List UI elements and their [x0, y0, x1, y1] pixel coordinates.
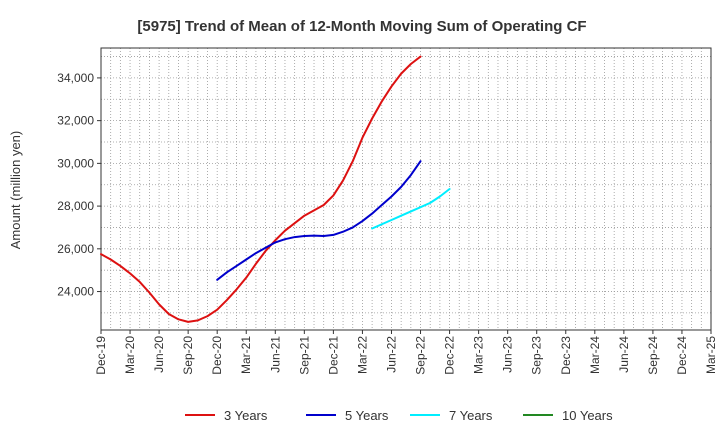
x-tick-label: Mar-22 — [355, 336, 369, 374]
plot-area — [100, 47, 712, 331]
x-tick-label: Dec-19 — [94, 336, 108, 375]
legend-label: 10 Years — [562, 408, 613, 423]
chart-title: [5975] Trend of Mean of 12-Month Moving … — [137, 18, 586, 35]
series-line-3-years — [100, 55, 422, 323]
x-tick-label: Mar-23 — [472, 336, 486, 374]
legend: 3 Years 5 Years 7 Years 10 Years — [185, 408, 613, 423]
x-tick-label: Dec-20 — [210, 336, 224, 375]
x-axis: Dec-19 Mar-20 Jun-20 Sep-20 Dec-20 Mar-21 Jun-… — [94, 330, 718, 375]
x-tick-label: Sep-21 — [297, 336, 311, 375]
x-tick-label: Jun-22 — [384, 336, 398, 373]
x-tick-label: Sep-22 — [414, 336, 428, 375]
x-tick-label: Mar-20 — [123, 336, 137, 374]
x-tick-label: Dec-24 — [675, 336, 689, 375]
x-tick-label: Mar-24 — [588, 336, 602, 374]
y-tick-label: 34,000 — [57, 71, 94, 85]
x-tick-label: Dec-21 — [326, 336, 340, 375]
y-axis-label: Amount (million yen) — [8, 131, 23, 250]
legend-label: 3 Years — [224, 408, 268, 423]
x-tick-label: Dec-22 — [443, 336, 457, 375]
x-tick-label: Dec-23 — [559, 336, 573, 375]
x-tick-label: Jun-24 — [617, 336, 631, 373]
y-tick-label: 28,000 — [57, 199, 94, 213]
series-line-7-years — [371, 188, 451, 230]
y-tick-label: 26,000 — [57, 242, 94, 256]
x-tick-label: Jun-23 — [501, 336, 515, 373]
series-group — [100, 55, 451, 323]
legend-label: 5 Years — [345, 408, 389, 423]
x-tick-label: Sep-20 — [181, 336, 195, 375]
x-tick-label: Jun-21 — [268, 336, 282, 373]
grid — [100, 48, 712, 330]
y-tick-label: 30,000 — [57, 156, 94, 170]
legend-label: 7 Years — [449, 408, 493, 423]
y-tick-label: 32,000 — [57, 114, 94, 128]
y-tick-label: 24,000 — [57, 285, 94, 299]
x-tick-label: Jun-20 — [152, 336, 166, 373]
x-tick-label: Mar-21 — [239, 336, 253, 374]
x-tick-label: Mar-25 — [704, 336, 718, 374]
series-line-5-years — [216, 160, 422, 281]
y-axis: 24,000 26,000 28,000 30,000 32,000 34,000 — [57, 71, 101, 299]
x-tick-label: Sep-24 — [646, 336, 660, 375]
x-tick-label: Sep-23 — [530, 336, 544, 375]
